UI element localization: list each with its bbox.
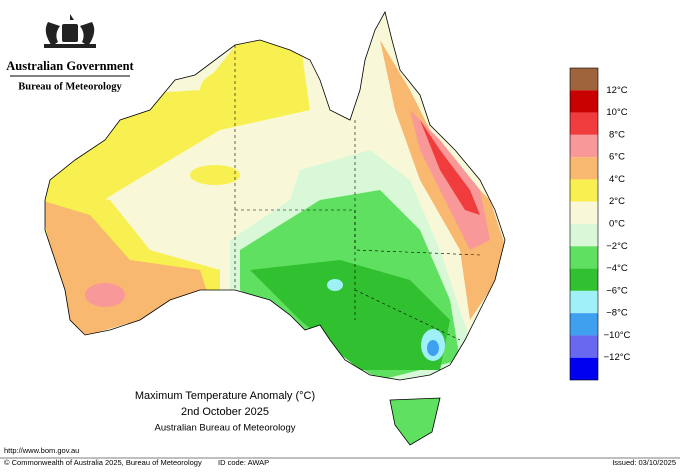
legend-label: −8°C	[606, 308, 628, 319]
legend-swatch	[570, 313, 598, 336]
legend-label: 0°C	[609, 219, 625, 230]
footer-copyright: © Commonwealth of Australia 2025, Bureau…	[4, 458, 202, 467]
coat-of-arms	[44, 14, 96, 48]
legend-swatch	[570, 157, 598, 180]
legend-swatch	[570, 201, 598, 224]
footer-url: http://www.bom.gov.au	[4, 446, 79, 455]
footer-issued: Issued: 03/10/2025	[612, 458, 676, 467]
legend-label: −4°C	[606, 263, 628, 274]
coastline	[44, 10, 506, 381]
legend-label: 4°C	[609, 174, 625, 185]
map-source: Australian Bureau of Meteorology	[155, 423, 296, 434]
legend-swatch	[570, 290, 598, 314]
legend-label: −6°C	[606, 285, 628, 296]
agency-name: Australian Government	[6, 59, 134, 73]
footer-id: ID code: AWAP	[218, 458, 269, 467]
legend-swatch	[570, 357, 598, 380]
legend-swatch	[570, 179, 598, 202]
legend-label: 2°C	[609, 196, 625, 207]
legend-label: −2°C	[606, 241, 628, 252]
legend-swatch	[570, 112, 598, 135]
map-date: 2nd October 2025	[181, 406, 269, 418]
map-title: Maximum Temperature Anomaly (°C)	[135, 390, 315, 402]
legend-label: 10°C	[606, 107, 627, 118]
legend-swatch	[570, 90, 598, 113]
legend-swatch	[570, 268, 598, 291]
legend-label: −12°C	[604, 352, 631, 363]
legend-swatch	[570, 68, 598, 91]
legend-label: −10°C	[604, 330, 631, 341]
legend-swatch	[570, 246, 598, 269]
legend-label: 12°C	[606, 85, 627, 96]
legend-frame	[569, 67, 599, 381]
tasmania	[389, 397, 441, 446]
bureau-name: Bureau of Meteorology	[18, 81, 122, 92]
legend-swatch	[570, 224, 598, 247]
state-borders	[234, 45, 481, 341]
legend-swatch	[570, 335, 598, 358]
legend-swatch	[570, 134, 598, 158]
legend: 12°C 10°C 8°C 6°C 4°C 2°C 0°C −2°C −4°C −6°C −8°C −…	[569, 67, 631, 381]
legend-label: 8°C	[609, 129, 625, 140]
legend-label: 6°C	[609, 152, 625, 163]
